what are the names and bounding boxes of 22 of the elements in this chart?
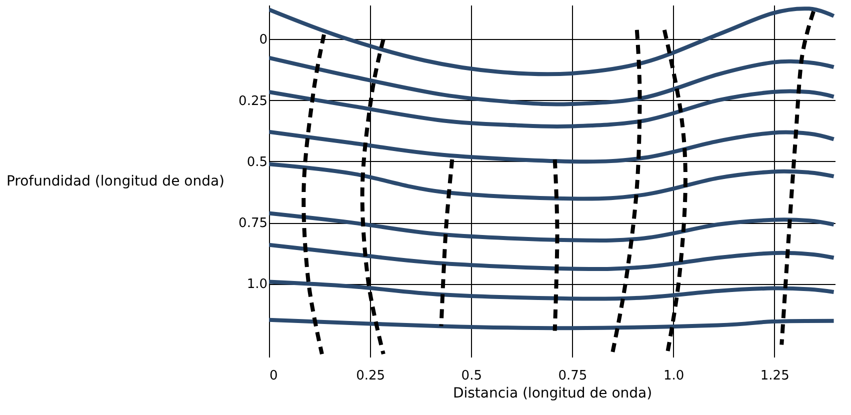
line-series [269, 130, 835, 164]
line-series [269, 6, 835, 76]
x-tick-label: 1.0 [663, 368, 684, 384]
y-tick-label: 0.75 [238, 216, 268, 232]
x-tick-label: 0 [270, 368, 278, 384]
line-series [269, 318, 835, 330]
y-tick-label: 0.5 [246, 154, 268, 170]
line-series [269, 56, 835, 106]
y-axis-title: Profundidad (longitud de onda) [6, 174, 224, 190]
x-tick-label: 1.25 [760, 368, 790, 384]
x-axis-title: Distancia (longitud de onda) [452, 386, 652, 402]
y-tick-label: 0.25 [238, 94, 268, 109]
x-tick-label: 0.25 [356, 368, 386, 384]
y-tick-label: 1.0 [246, 277, 268, 292]
x-tick-label: 0.5 [461, 368, 482, 384]
y-tick-label: 0 [259, 32, 268, 48]
line-series [269, 211, 835, 242]
line-series [269, 162, 835, 201]
line-series [269, 89, 835, 129]
x-tick-label: 0.75 [558, 368, 588, 384]
line-series [269, 280, 835, 301]
line-series [269, 242, 835, 271]
